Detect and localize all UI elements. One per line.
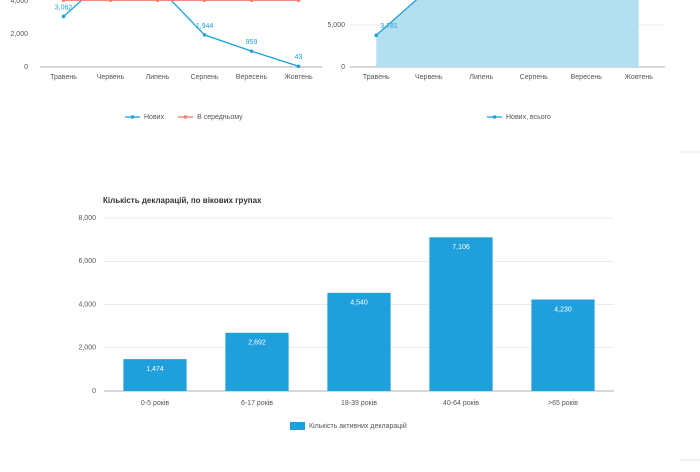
bar [123,359,187,391]
legend-swatch [130,115,135,119]
y-tick-label: 2,000 [10,31,28,38]
legend-swatch [183,115,188,119]
point [249,49,254,53]
point [202,33,207,37]
y-tick-label: 6,000 [78,258,96,265]
point [296,0,301,2]
x-tick-label: Вересень [571,74,603,81]
point [249,0,254,2]
data-label: 959 [246,39,258,46]
bar [327,292,391,391]
y-tick-label: 5,000 [327,22,345,29]
x-tick-label: Липень [469,74,493,81]
x-tick-label: >65 років [548,399,578,407]
legend-swatch [290,422,305,430]
y-tick-label: 4,000 [10,0,28,5]
y-tick-label: 4,000 [78,301,96,308]
legend-label: Нових, всього [506,114,551,121]
x-tick-label: Серпень [520,74,548,81]
x-tick-label: 18-39 років [341,399,377,407]
line [63,0,299,67]
legend-label: Кількість активних декларацій [309,422,407,430]
data-label: 7,106 [452,244,470,251]
point [108,0,113,2]
x-tick-label: 40-64 років [443,399,479,407]
y-tick-label: 0 [92,388,96,395]
x-tick-label: Травень [50,74,77,81]
data-label: 3,781 [380,23,398,30]
x-tick-label: Травень [363,74,390,81]
y-tick-label: 8,000 [78,215,96,222]
legend-label: В середньому [197,114,243,121]
x-tick-label: Жовтень [625,74,654,81]
bar [531,299,595,391]
data-label: 1,944 [196,23,214,30]
point [296,64,301,69]
x-tick-label: Липень [146,74,170,81]
x-tick-label: Жовтень [284,74,313,81]
x-tick-label: Серпень [190,74,218,81]
bar [225,332,289,391]
x-tick-label: Червень [97,74,125,81]
data-label: 1,474 [146,366,164,373]
legend-label: Нових [144,114,165,121]
data-label: 2,692 [248,340,266,347]
point [155,0,160,2]
bar [429,237,493,391]
legend-swatch [492,115,497,119]
y-tick-label: 0 [341,64,345,71]
point [61,14,66,19]
area [376,0,639,67]
point [202,0,207,2]
y-tick-label: 0 [24,64,28,71]
data-label: 4,230 [554,306,572,313]
data-label: 43 [295,54,303,61]
x-tick-label: Вересень [236,74,268,81]
x-tick-label: Червень [415,74,443,81]
data-label: 4,540 [350,300,368,307]
y-tick-label: 2,000 [78,345,96,352]
point [374,33,379,38]
x-tick-label: 6-17 років [241,399,273,407]
x-tick-label: 0-5 років [141,399,169,407]
point [61,0,66,2]
chart-title: Кількість декларацій, по вікових групах [103,196,262,205]
data-label: 3,062 [55,4,73,11]
